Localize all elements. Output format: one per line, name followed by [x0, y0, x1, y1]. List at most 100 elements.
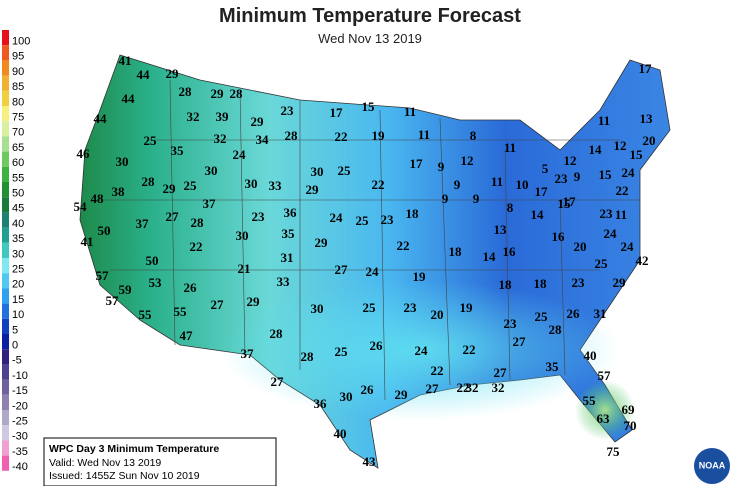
temperature-label: 27: [335, 262, 349, 277]
temperature-label: 14: [589, 142, 603, 157]
temperature-label: 33: [277, 274, 291, 289]
temperature-label: 12: [564, 153, 577, 168]
temperature-label: 36: [284, 205, 298, 220]
temperature-label: 33: [269, 178, 283, 193]
legend-label: -10: [12, 370, 28, 382]
temperature-label: 17: [410, 156, 424, 171]
temperature-label: 27: [513, 334, 527, 349]
temperature-label: 32: [214, 131, 227, 146]
temperature-label: 11: [404, 104, 416, 119]
legend-label: -40: [12, 461, 28, 473]
temperature-label: 22: [397, 238, 410, 253]
temperature-label: 23: [404, 300, 418, 315]
legend-swatch: [2, 136, 9, 152]
title: Minimum Temperature Forecast: [219, 5, 521, 27]
temperature-label: 19: [413, 269, 427, 284]
temperature-label: 29: [315, 235, 329, 250]
temperature-label: 44: [122, 91, 136, 106]
temperature-label: 20: [574, 239, 587, 254]
temperature-label: 9: [438, 159, 445, 174]
temperature-label: 28: [179, 84, 193, 99]
temperature-label: 22: [190, 239, 203, 254]
temperature-label: 13: [640, 111, 654, 126]
temperature-label: 29: [247, 294, 261, 309]
temperature-label: 9: [473, 191, 480, 206]
temperature-label: 11: [598, 113, 610, 128]
temperature-label: 30: [311, 301, 324, 316]
temperature-label: 22: [457, 380, 470, 395]
legend-swatch: [2, 106, 9, 122]
subtitle: Wed Nov 13 2019: [318, 31, 422, 46]
legend-label: 55: [12, 172, 24, 184]
temperature-label: 18: [406, 206, 420, 221]
temperature-label: 50: [98, 223, 111, 238]
temperature-label: 25: [144, 133, 158, 148]
legend-label: 100: [12, 36, 30, 48]
temperature-label: 12: [461, 153, 474, 168]
temperature-label: 55: [583, 393, 597, 408]
temperature-label: 28: [191, 215, 205, 230]
legend-label: 60: [12, 157, 24, 169]
temperature-label: 30: [236, 228, 249, 243]
legend-label: 85: [12, 81, 24, 93]
legend-label: 0: [12, 340, 18, 352]
temperature-label: 24: [233, 147, 247, 162]
legend-swatch: [2, 349, 9, 365]
legend-swatch: [2, 45, 9, 61]
temperature-label: 29: [395, 387, 409, 402]
temperature-label: 27: [494, 365, 508, 380]
temperature-label: 26: [567, 306, 581, 321]
temperature-label: 9: [442, 191, 449, 206]
temperature-label: 19: [372, 128, 386, 143]
temperature-label: 37: [136, 216, 150, 231]
legend-swatch: [2, 197, 9, 213]
temperature-label: 63: [597, 411, 611, 426]
temperature-label: 16: [503, 244, 517, 259]
legend-swatch: [2, 455, 9, 471]
temperature-label: 70: [624, 418, 637, 433]
temperature-label: 42: [636, 253, 649, 268]
legend-label: 15: [12, 294, 24, 306]
legend-label: -20: [12, 400, 28, 412]
legend-swatch: [2, 212, 9, 228]
warm-south: [220, 280, 620, 420]
legend-label: 50: [12, 188, 24, 200]
temperature-label: 15: [630, 147, 644, 162]
temperature-label: 41: [119, 53, 132, 68]
legend-swatch: [2, 90, 9, 106]
temperature-label: 17: [535, 184, 549, 199]
temperature-label: 59: [119, 282, 133, 297]
legend-swatch: [2, 75, 9, 91]
legend-swatch: [2, 288, 9, 304]
temperature-label: 18: [534, 276, 548, 291]
info-valid: Valid: Wed Nov 13 2019: [49, 457, 161, 469]
temperature-label: 17: [563, 194, 577, 209]
legend-label: 25: [12, 264, 24, 276]
temperature-label: 9: [574, 169, 581, 184]
temperature-label: 22: [463, 342, 476, 357]
temperature-label: 29: [211, 86, 225, 101]
temperature-label: 29: [166, 66, 180, 81]
temperature-label: 29: [613, 275, 627, 290]
temperature-label: 24: [330, 210, 344, 225]
florida-warm: [575, 380, 635, 440]
temperature-label: 25: [335, 344, 349, 359]
temperature-label: 20: [431, 307, 444, 322]
legend-label: 65: [12, 142, 24, 154]
temperature-label: 30: [245, 176, 258, 191]
temperature-label: 24: [622, 165, 636, 180]
temperature-label: 35: [546, 359, 560, 374]
temperature-label: 17: [330, 105, 344, 120]
temperature-label: 11: [491, 174, 503, 189]
temperature-label: 14: [483, 249, 497, 264]
legend-swatch: [2, 151, 9, 167]
temperature-label: 8: [507, 200, 514, 215]
temperature-label: 44: [94, 111, 108, 126]
temperature-label: 32: [187, 109, 200, 124]
temperature-label: 40: [584, 348, 597, 363]
temperature-label: 24: [604, 226, 618, 241]
temperature-label: 23: [600, 206, 614, 221]
legend-swatch: [2, 166, 9, 182]
temperature-label: 46: [77, 146, 91, 161]
